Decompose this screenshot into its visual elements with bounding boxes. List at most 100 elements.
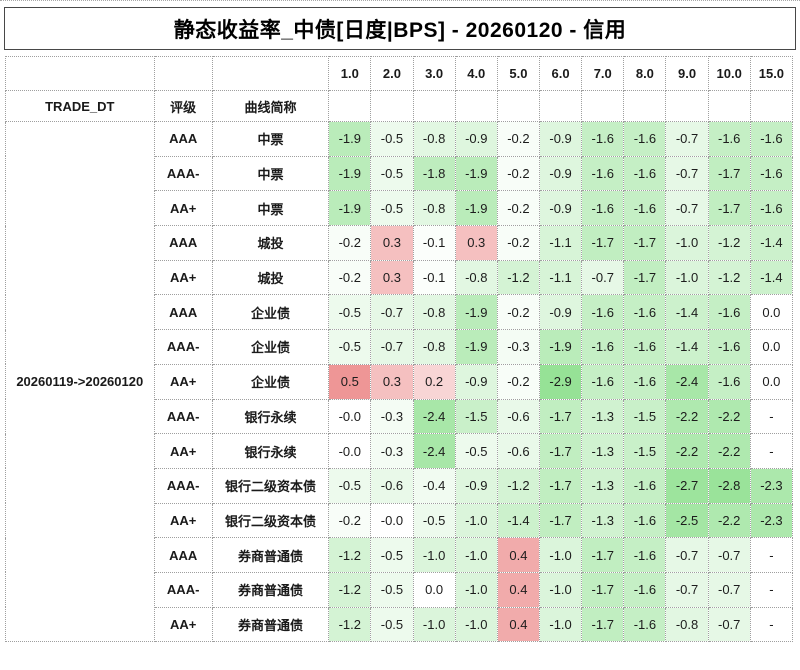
value-cell: -0.3 [370, 398, 414, 435]
value-cell: - [749, 571, 794, 608]
value-cell: 0.0 [412, 571, 456, 608]
value-cell: -2.2 [707, 398, 751, 435]
value-cell: -1.9 [328, 190, 372, 227]
curve-cell: 城投 [211, 225, 330, 261]
table-row: AAA- 银行二级资本债 -0.5 -0.6 -0.4 -0.9 -1.2 -1.7 -1.3-… [6, 467, 794, 504]
value-cell: -0.1 [412, 225, 456, 261]
value-cell: - [749, 606, 794, 643]
value-cell: -1.6 [581, 155, 625, 192]
value-cell: -0.7 [665, 537, 709, 573]
value-cell: -0.7 [665, 155, 709, 192]
value-cell: -1.6 [749, 190, 794, 227]
curve-cell: 中票 [211, 190, 330, 227]
rating-cell: AAA [153, 294, 213, 331]
value-cell: -1.2 [707, 225, 751, 261]
empty-header-cell [581, 90, 625, 122]
value-cell: -0.2 [328, 259, 372, 296]
value-cell: -0.5 [328, 294, 372, 331]
value-cell: -1.0 [538, 537, 583, 573]
rating-cell: AAA- [153, 398, 213, 435]
rating-cell: AAA [153, 225, 213, 261]
curve-cell: 券商普通债 [211, 571, 330, 608]
value-cell: -1.7 [538, 467, 583, 504]
page-title: 静态收益率_中债[日度|BPS] - 20260120 - 信用 [4, 7, 796, 50]
value-cell: -2.8 [707, 467, 751, 504]
value-cell: - [749, 433, 794, 469]
value-cell: -0.7 [707, 571, 751, 608]
value-cell: -0.1 [412, 259, 456, 296]
value-cell: -1.1 [538, 225, 583, 261]
value-cell: -0.9 [538, 190, 583, 227]
value-cell: -1.0 [538, 571, 583, 608]
empty-header-cell [538, 90, 583, 122]
value-cell: -1.3 [581, 502, 625, 539]
value-cell: -0.0 [328, 433, 372, 469]
value-cell: -0.7 [370, 329, 414, 365]
rating-cell: AAA- [153, 571, 213, 608]
value-cell: -1.7 [581, 606, 625, 643]
value-cell: 0.0 [749, 363, 794, 400]
value-cell: -0.5 [454, 433, 498, 469]
value-cell: -0.5 [328, 329, 372, 365]
rating-cell: AA+ [153, 259, 213, 296]
value-cell: -1.7 [707, 190, 751, 227]
value-cell: -0.2 [328, 225, 372, 261]
curve-cell: 券商普通债 [211, 537, 330, 573]
value-cell: -0.2 [496, 363, 541, 400]
value-cell: -2.2 [665, 398, 709, 435]
value-cell: -1.6 [623, 155, 667, 192]
tenor-header-cell: 1.0 [328, 56, 372, 91]
table-row: AAA 城投 -0.2 0.3 -0.1 0.3 -0.2 -1.1 -1.7 -1.7 -1.0-… [6, 225, 794, 261]
rating-cell: AA+ [153, 606, 213, 643]
tenor-header-cell: 9.0 [665, 56, 709, 91]
value-cell: -0.9 [538, 121, 583, 157]
value-cell: -1.6 [623, 294, 667, 331]
curve-cell: 城投 [211, 259, 330, 296]
rating-cell: AAA- [153, 329, 213, 365]
value-cell: - [749, 537, 794, 573]
value-cell: -1.7 [623, 225, 667, 261]
value-cell: 0.4 [496, 571, 541, 608]
rating-cell: AA+ [153, 190, 213, 227]
tenor-header-row: 1.0 2.0 3.0 4.0 5.0 6.0 7.0 8.0 9.0 10.0 15.0 [5, 56, 794, 91]
value-cell: 0.2 [412, 363, 456, 400]
value-cell: -0.5 [370, 537, 414, 573]
value-cell: -0.2 [496, 294, 541, 331]
value-cell: -1.6 [623, 329, 667, 365]
value-cell: 0.4 [496, 537, 541, 573]
value-cell: 0.4 [496, 606, 541, 643]
rating-header: 评级 [153, 90, 213, 122]
value-cell: -1.6 [707, 329, 751, 365]
value-cell: -0.7 [707, 606, 751, 643]
value-cell: -0.9 [538, 155, 583, 192]
value-cell: -1.6 [623, 606, 667, 643]
value-cell: -0.8 [454, 259, 498, 296]
value-cell: 0.3 [370, 259, 414, 296]
value-cell: -1.0 [538, 606, 583, 643]
value-cell: - [749, 398, 794, 435]
value-cell: 0.0 [749, 294, 794, 331]
value-cell: -1.5 [454, 398, 498, 435]
value-cell: -0.2 [496, 155, 541, 192]
table-row: AAA- 企业债 -0.5 -0.7 -0.8 -1.9 -0.3 -1.9 -1.6 -1.6-… [6, 329, 794, 365]
value-cell: -1.9 [454, 155, 498, 192]
value-cell: -1.6 [623, 537, 667, 573]
empty-header-cell [496, 90, 541, 122]
value-cell: -1.0 [454, 502, 498, 539]
value-cell: -0.8 [412, 329, 456, 365]
value-cell: -1.2 [328, 571, 372, 608]
page-title-text: 静态收益率_中债[日度|BPS] - 20260120 - 信用 [173, 18, 627, 42]
table-row: AA+ 券商普通债 -1.2 -0.5 -1.0 -1.0 0.4 -1.0 -1.7 -1.6-… [6, 606, 794, 643]
value-cell: -1.6 [749, 155, 794, 192]
value-cell: -0.7 [707, 537, 751, 573]
value-cell: -0.6 [496, 433, 541, 469]
value-cell: -1.7 [707, 155, 751, 192]
value-cell: -0.7 [665, 571, 709, 608]
value-cell: -1.7 [538, 433, 583, 469]
table-row: AA+ 中票 -1.9 -0.5 -0.8 -1.9 -0.2 -0.9 -1.6 -1.6 -0.… [6, 190, 794, 227]
value-cell: -0.8 [412, 294, 456, 331]
curve-cell: 券商普通债 [211, 606, 330, 643]
value-cell: -1.2 [707, 259, 751, 296]
value-cell: -1.7 [581, 537, 625, 573]
value-cell: -1.2 [328, 606, 372, 643]
